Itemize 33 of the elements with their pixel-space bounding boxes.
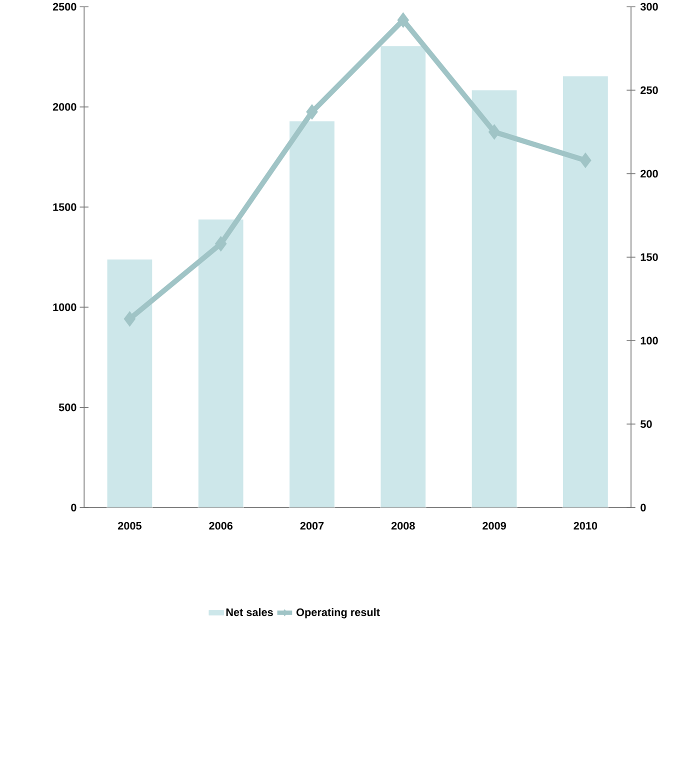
- bar: [562, 76, 608, 508]
- point: [306, 104, 318, 120]
- y2-tick-label: 0: [640, 504, 646, 512]
- legend-label: Net sales: [226, 608, 273, 616]
- y2-tick-label: 200: [640, 170, 658, 178]
- y-tick-label: 1500: [53, 203, 76, 211]
- point: [124, 311, 136, 327]
- point: [214, 236, 227, 252]
- x-tick-label: 2006: [209, 522, 232, 530]
- legend-label: Operating result: [296, 608, 380, 618]
- y-tick-label: 1000: [53, 303, 76, 312]
- x-tick-label: 2005: [118, 522, 142, 530]
- y2-tick-label: 250: [640, 86, 658, 94]
- y-tick-label: 0: [70, 504, 76, 512]
- y-tick-label: 2500: [52, 2, 76, 11]
- y-tick-label: 500: [58, 404, 76, 412]
- x-tick-label: 2007: [300, 522, 324, 530]
- bar: [380, 45, 426, 508]
- bar: [471, 90, 518, 508]
- bar: [198, 218, 244, 508]
- x-tick-label: 2009: [482, 522, 506, 530]
- point: [579, 152, 592, 168]
- y-tick-label: 2000: [52, 103, 76, 111]
- x-tick-label: 2010: [574, 522, 597, 530]
- bar: [106, 258, 153, 508]
- y2-tick-label: 150: [640, 253, 658, 262]
- y2-tick-label: 300: [640, 2, 658, 11]
- bar: [288, 120, 336, 508]
- point: [397, 12, 409, 28]
- x-tick-label: 2008: [391, 522, 415, 530]
- point: [488, 124, 500, 140]
- y2-tick-label: 100: [640, 336, 658, 344]
- y2-tick-label: 50: [640, 420, 652, 428]
